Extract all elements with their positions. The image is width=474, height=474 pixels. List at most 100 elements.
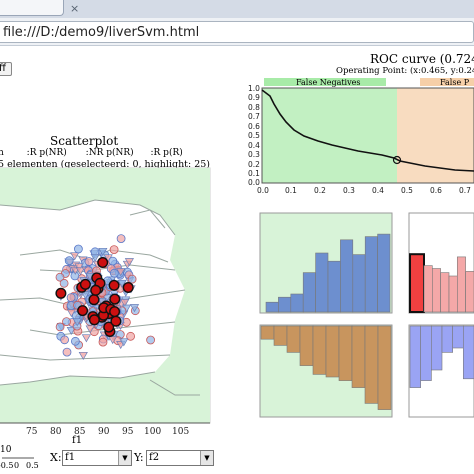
scatterplot-title: Scatterplot	[50, 134, 119, 148]
scatter-point[interactable]	[75, 267, 86, 276]
roc-x-ticks: 0.0 0.1 0.2 0.3 0.4 0.5 0.6 0.7	[257, 186, 471, 195]
x-select-value: f1	[65, 452, 76, 463]
scatter-point[interactable]	[72, 318, 82, 327]
roc-operating-point: Operating Point: (x:0.465, y:0.24138	[336, 66, 474, 76]
scatter-point[interactable]	[146, 335, 156, 345]
scatter-point[interactable]	[108, 256, 118, 266]
scatter-point[interactable]	[119, 338, 129, 347]
mini-tick: 0	[14, 461, 19, 470]
highlighted-point[interactable]	[97, 257, 109, 269]
roc-x-tick: 0.1	[285, 186, 297, 195]
scatter-point[interactable]	[55, 272, 65, 282]
scatter-x-label: f1	[72, 435, 82, 446]
highlighted-point[interactable]	[77, 305, 89, 317]
histogram-bar	[352, 254, 366, 313]
scatter-point[interactable]	[66, 309, 77, 318]
scatter-point[interactable]	[74, 263, 84, 272]
histogram-bar	[338, 325, 353, 381]
scatterplot-legend: n :R p(NR) :NR p(NR) :R p(R)	[0, 148, 189, 158]
scatter-point[interactable]	[71, 336, 80, 346]
scatter-point[interactable]	[62, 317, 71, 327]
browser-tab[interactable]	[0, 0, 64, 16]
url-input[interactable]: file:///D:/demo9/liverSvm.html	[0, 21, 474, 43]
address-bar: file:///D:/demo9/liverSvm.html	[0, 18, 474, 46]
roc-y-tick: 0.0	[248, 178, 260, 187]
scatter-point[interactable]	[84, 257, 94, 266]
x-tick: 90	[98, 427, 110, 437]
histogram-bar	[312, 325, 327, 375]
scatter-points[interactable]	[55, 234, 156, 361]
histogram-bar	[423, 265, 433, 313]
highlighted-point[interactable]	[110, 315, 122, 327]
histogram-bar	[377, 233, 391, 313]
histogram-bar	[351, 325, 366, 388]
mini-axis-label: 10	[0, 445, 12, 455]
false-negatives-band	[264, 78, 386, 86]
scatter-point[interactable]	[81, 334, 92, 343]
highlighted-point[interactable]	[122, 282, 134, 294]
tab-bar: ×	[0, 0, 474, 18]
scatter-point[interactable]	[98, 337, 108, 347]
roc-y-tick: 0.3	[248, 150, 260, 159]
highlighted-point[interactable]	[103, 321, 115, 333]
highlighted-point[interactable]	[88, 314, 100, 326]
histogram-bar	[456, 256, 466, 313]
scatter-point[interactable]	[129, 304, 140, 313]
scatter-point[interactable]	[66, 293, 76, 303]
histogram-bottom-right-bars	[409, 325, 474, 388]
roc-fn-region	[262, 88, 397, 183]
scatter-point[interactable]	[62, 347, 72, 357]
operating-point-marker[interactable]	[392, 155, 402, 165]
scatter-point[interactable]	[66, 326, 76, 336]
highlighted-point[interactable]	[55, 287, 67, 299]
histogram-bar	[327, 260, 341, 313]
highlighted-point[interactable]	[90, 284, 102, 296]
scatter-point[interactable]	[64, 256, 74, 266]
scatter-point[interactable]	[74, 244, 83, 254]
scatter-point[interactable]	[120, 299, 130, 308]
scatter-point[interactable]	[98, 247, 108, 257]
scatter-point[interactable]	[117, 279, 127, 288]
toggle-button[interactable]: ff	[0, 62, 12, 76]
highlighted-point[interactable]	[88, 294, 100, 306]
highlighted-point[interactable]	[109, 306, 121, 318]
legend-item-nr-pnr: :NR p(NR)	[85, 148, 134, 158]
highlighted-point[interactable]	[79, 278, 91, 290]
scatter-point[interactable]	[109, 268, 119, 278]
x-axis-select[interactable]: f1 ▼	[62, 450, 132, 466]
x-tick: 95	[122, 427, 134, 437]
scatter-point[interactable]	[124, 258, 135, 267]
highlighted-point[interactable]	[109, 293, 121, 305]
scatter-point[interactable]	[127, 274, 137, 284]
scatter-point[interactable]	[90, 253, 100, 263]
highlighted-point[interactable]	[108, 279, 120, 291]
legend-item-r-pnr: :R p(NR)	[26, 148, 67, 158]
scatter-point[interactable]	[116, 268, 126, 277]
scatter-point[interactable]	[116, 234, 126, 244]
histogram-bar	[325, 325, 340, 378]
false-positives-band	[420, 78, 474, 86]
scatter-point[interactable]	[70, 252, 80, 261]
scatter-point[interactable]	[109, 245, 119, 255]
scatter-point[interactable]	[126, 331, 136, 341]
tab-close-icon[interactable]: ×	[70, 2, 80, 15]
mini-tick: 0.5	[26, 461, 39, 470]
histogram-bar-highlighted	[409, 253, 425, 313]
scatter-point[interactable]	[60, 335, 69, 345]
chevron-down-icon[interactable]: ▼	[118, 451, 131, 465]
chevron-down-icon[interactable]: ▼	[200, 451, 213, 465]
scatter-point[interactable]	[59, 278, 69, 288]
histogram-panel[interactable]	[259, 212, 474, 418]
roc-chart[interactable]: False Negatives False P 1.0 0.9 0.8 0.7 …	[248, 78, 474, 195]
x-tick: 85	[74, 427, 86, 437]
scatter-point[interactable]	[85, 325, 95, 334]
scatter-point[interactable]	[78, 351, 88, 361]
x-tick: 80	[50, 427, 62, 437]
scatter-point[interactable]	[108, 336, 118, 345]
y-axis-select[interactable]: f2 ▼	[146, 450, 214, 466]
scatterplot[interactable]: 75 80 85 90 95 100 105 f1 10 -0.5 0 0.5	[0, 167, 211, 470]
scatter-point[interactable]	[55, 322, 65, 332]
histogram-top-right-bars	[409, 253, 474, 313]
histogram-bar	[278, 296, 292, 313]
